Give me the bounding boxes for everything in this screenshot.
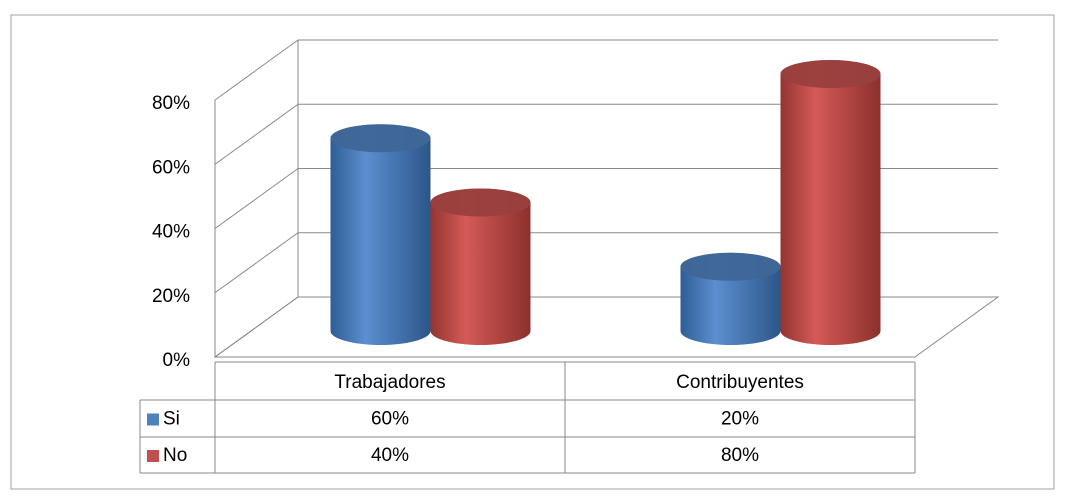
y-tick-label: 40%	[152, 222, 190, 243]
cylinder-body	[430, 188, 531, 346]
cylinder-body	[780, 60, 881, 345]
data-label: 20%	[721, 409, 759, 430]
grid-line-side	[214, 232, 299, 294]
y-tick-label: 80%	[152, 93, 190, 114]
legend-swatch	[147, 413, 159, 426]
legend-label: Si	[163, 409, 180, 430]
y-tick-label: 60%	[152, 157, 190, 178]
cylinder-top	[780, 60, 881, 88]
grid-line-side	[214, 39, 299, 101]
cylinder-body	[330, 124, 431, 346]
data-label: 40%	[371, 445, 409, 466]
legend-swatch	[147, 450, 159, 462]
legend-label: No	[163, 445, 187, 466]
y-tick-label: 20%	[152, 286, 190, 307]
x-tick-label: Contribuyentes	[676, 372, 804, 393]
x-tick-label: Trabajadores	[334, 372, 445, 393]
grid-line-side	[214, 296, 299, 358]
grid-line-side	[214, 168, 299, 229]
data-label: 60%	[371, 409, 409, 430]
grid-line-side	[214, 103, 299, 165]
cylinder-top	[330, 124, 431, 153]
data-label: 80%	[721, 445, 759, 466]
y-tick-label: 0%	[163, 350, 191, 371]
cylinder-top	[430, 188, 531, 217]
cylinder-top	[680, 252, 781, 281]
